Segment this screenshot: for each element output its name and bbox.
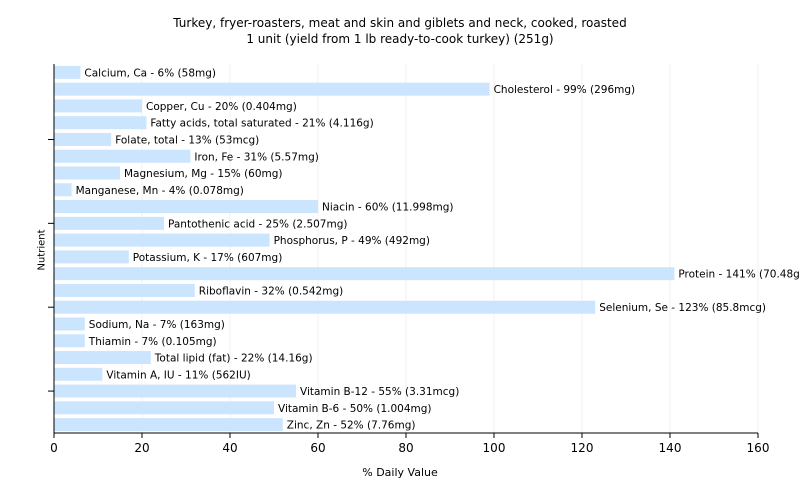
data-label: Fatty acids, total saturated - 21% (4.11… [150,118,373,130]
bar [54,82,490,96]
x-tick-label: 0 [50,441,58,455]
bar [54,99,142,113]
x-tick-label: 40 [222,441,237,455]
x-tick-label: 100 [483,441,506,455]
bar [54,132,112,146]
data-label: Riboflavin - 32% (0.542mg) [199,285,343,297]
data-label: Manganese, Mn - 4% (0.078mg) [76,185,244,197]
data-label: Pantothenic acid - 25% (2.507mg) [168,218,347,230]
bar [54,384,296,398]
bar [54,183,72,197]
data-label: Zinc, Zn - 52% (7.76mg) [287,420,416,432]
bar [54,116,147,130]
data-label: Vitamin A, IU - 11% (562IU) [106,369,250,381]
x-axis-label: % Daily Value [362,466,438,479]
bar [54,317,85,331]
data-label: Magnesium, Mg - 15% (60mg) [124,168,283,180]
x-tick-label: 140 [659,441,682,455]
bar [54,267,675,281]
x-tick-label: 120 [571,441,594,455]
data-label: Folate, total - 13% (53mcg) [115,134,259,146]
bar [54,367,103,381]
bar [54,200,318,214]
x-tick-label: 160 [747,441,770,455]
data-label: Selenium, Se - 123% (85.8mcg) [599,302,766,314]
bar [54,401,274,415]
data-label: Sodium, Na - 7% (163mg) [89,319,225,331]
x-tick-label: 60 [310,441,325,455]
chart-subtitle: 1 unit (yield from 1 lb ready-to-cook tu… [246,32,554,46]
bar [54,216,164,230]
x-tick-label: 20 [134,441,149,455]
chart-title: Turkey, fryer-roasters, meat and skin an… [173,16,627,30]
data-label: Potassium, K - 17% (607mg) [133,252,283,264]
data-label: Copper, Cu - 20% (0.404mg) [146,101,297,113]
data-label: Total lipid (fat) - 22% (14.16g) [154,353,313,365]
data-label: Iron, Fe - 31% (5.57mg) [194,151,318,163]
bar [54,149,191,163]
data-label: Vitamin B-6 - 50% (1.004mg) [278,403,432,415]
data-label: Cholesterol - 99% (296mg) [494,84,636,96]
bar [54,166,120,180]
bar [54,351,151,365]
bar [54,300,596,314]
data-label: Niacin - 60% (11.998mg) [322,202,454,214]
x-tick-label: 80 [398,441,413,455]
y-axis-label: Nutrient [36,229,48,271]
data-label: Calcium, Ca - 6% (58mg) [84,67,216,79]
bar [54,334,85,348]
bar [54,250,129,264]
bar [54,283,195,297]
data-label: Phosphorus, P - 49% (492mg) [274,235,430,247]
bar [54,65,81,79]
bar [54,233,270,247]
data-label: Thiamin - 7% (0.105mg) [88,336,217,348]
data-label: Protein - 141% (70.48g) [678,269,800,281]
bar [54,418,283,432]
data-label: Vitamin B-12 - 55% (3.31mcg) [300,386,459,398]
